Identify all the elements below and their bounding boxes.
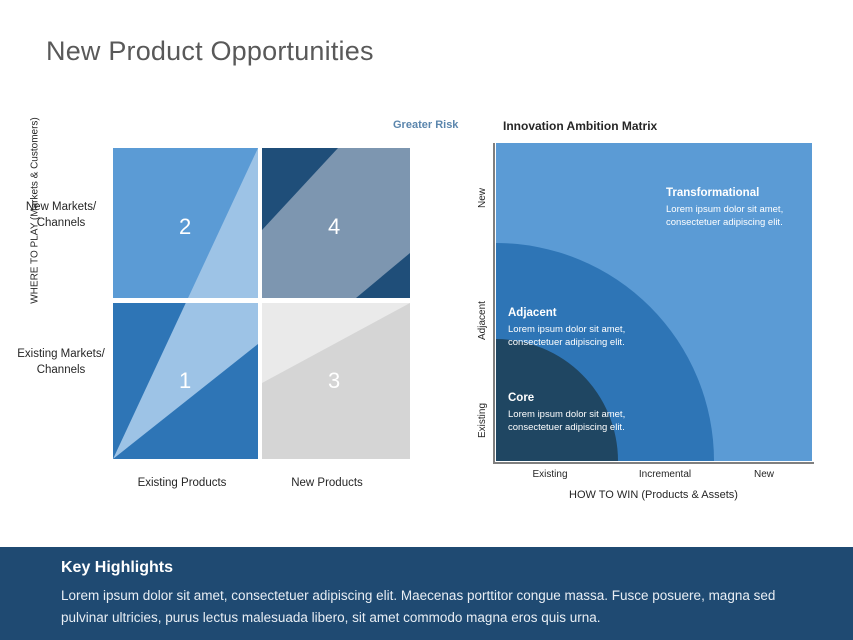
x-tick-existing: Existing <box>532 469 568 480</box>
quadrant-3 <box>262 303 410 459</box>
ansoff-col-label-existing-products: Existing Products <box>137 477 227 489</box>
y-tick-existing: Existing <box>477 402 488 438</box>
innovation-matrix-title: Innovation Ambition Matrix <box>503 119 658 133</box>
key-highlights-body: Lorem ipsum dolor sit amet, consectetuer… <box>61 588 776 625</box>
innovation-matrix-y-axis-title: WHERE TO PLAY (Markets & Customers) <box>29 117 41 304</box>
key-highlights-footer: Key Highlights Lorem ipsum dolor sit ame… <box>0 547 853 640</box>
quadrant-2 <box>113 148 258 298</box>
ansoff-col-label-new-products: New Products <box>291 477 363 489</box>
innovation-matrix-y-axis-line <box>493 143 495 463</box>
ansoff-row-label-new-markets: New Markets/ Channels <box>25 201 97 229</box>
quadrant-1 <box>113 303 258 459</box>
y-tick-adjacent: Adjacent <box>477 301 488 340</box>
x-tick-new: New <box>753 469 774 480</box>
y-tick-new: New <box>477 187 488 208</box>
ansoff-matrix-graphic: 2 4 1 3 <box>113 148 410 459</box>
ansoff-row-label-existing-markets: Existing Markets/ Channels <box>17 348 105 376</box>
innovation-matrix-svg <box>496 143 812 461</box>
zone-core-area <box>496 339 618 461</box>
quadrant-4 <box>262 148 410 298</box>
ansoff-matrix-panel: Greater Risk <box>0 0 470 520</box>
innovation-matrix-x-axis-line <box>493 462 814 464</box>
innovation-matrix-graphic: Transformational Lorem ipsum dolor sit a… <box>496 143 812 461</box>
key-highlights-title: Key Highlights <box>61 559 174 576</box>
page-title: New Product Opportunities <box>46 36 374 66</box>
x-tick-incremental: Incremental <box>638 469 692 480</box>
greater-risk-label: Greater Risk <box>393 119 459 131</box>
innovation-matrix-x-axis-title: HOW TO WIN (Products & Assets) <box>569 489 738 501</box>
ansoff-matrix-svg <box>113 148 410 459</box>
